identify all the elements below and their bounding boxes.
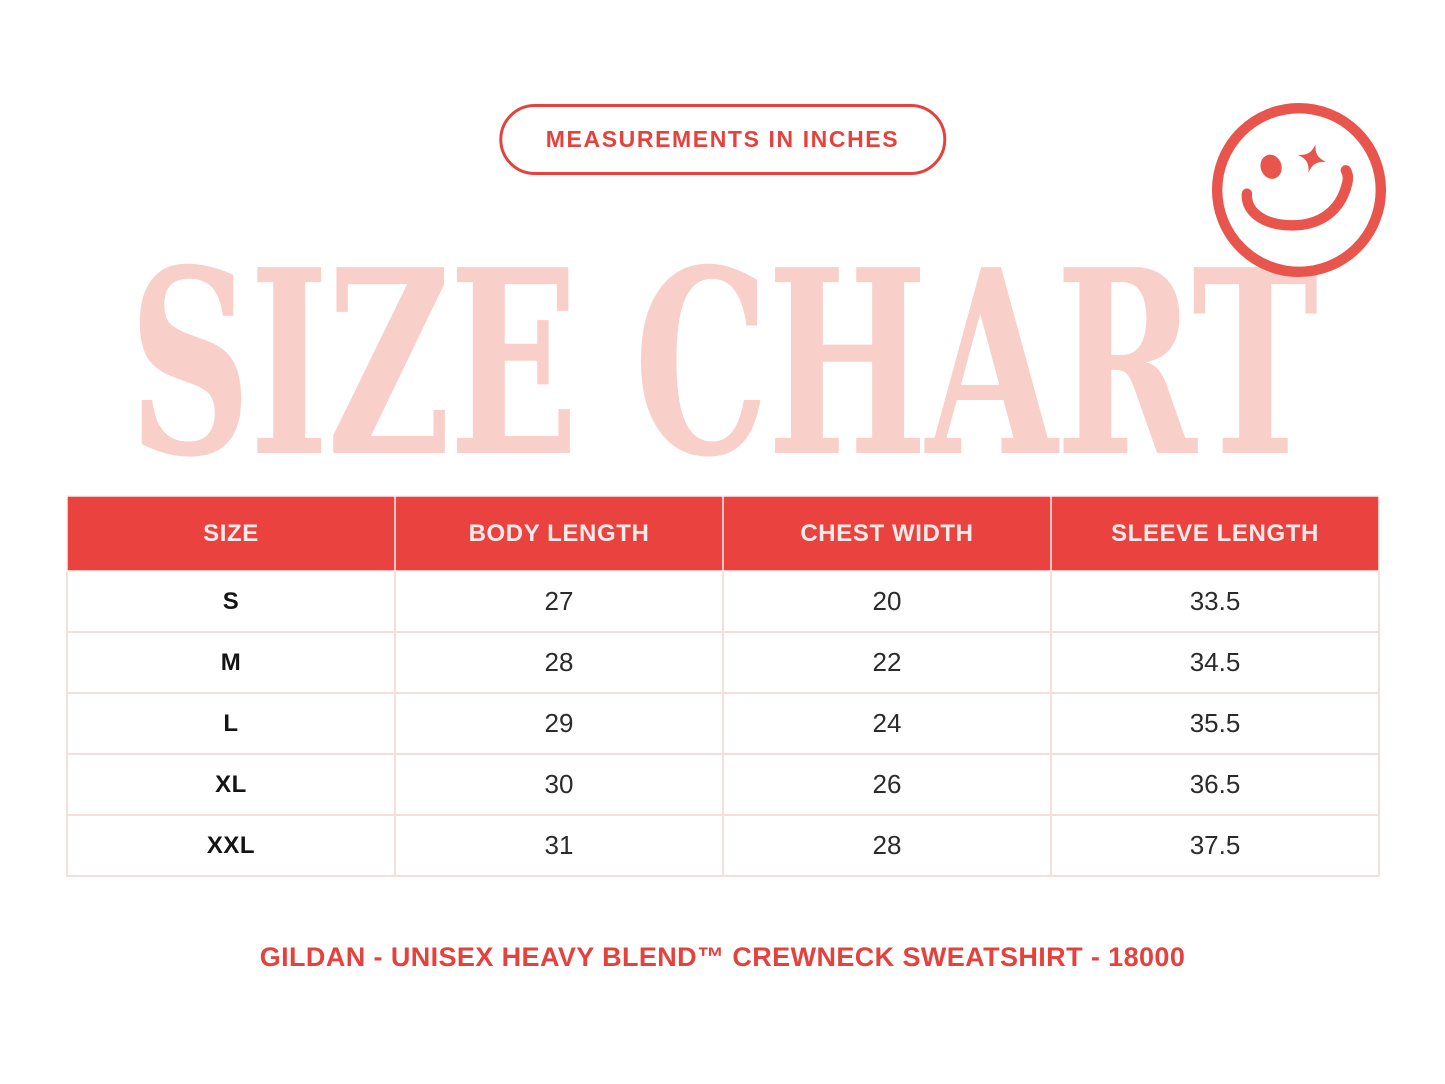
table-row-l: L 29 24 35.5 — [66, 692, 1380, 755]
product-name: GILDAN - UNISEX HEAVY BLEND™ CREWNECK SW… — [259, 942, 1186, 972]
size-label: XL — [66, 753, 396, 816]
smiley-face-outline — [1211, 102, 1387, 278]
size-chart-table: SIZE BODY LENGTH CHEST WIDTH SLEEVE LENG… — [66, 495, 1380, 877]
chest-width-value: 22 — [722, 631, 1052, 694]
body-length-value: 27 — [394, 570, 724, 633]
size-label: M — [66, 631, 396, 694]
chest-width-value: 28 — [722, 814, 1052, 877]
page-title: SIZE CHART — [128, 214, 1319, 515]
sleeve-length-value: 35.5 — [1050, 692, 1380, 755]
measurements-badge-label: MEASUREMENTS IN INCHES — [545, 126, 900, 152]
sleeve-length-value: 33.5 — [1050, 570, 1380, 633]
sleeve-length-value: 34.5 — [1050, 631, 1380, 694]
table-row-s: S 27 20 33.5 — [66, 570, 1380, 633]
chest-width-value: 20 — [722, 570, 1052, 633]
size-label: S — [66, 570, 396, 633]
column-header-body-length: BODY LENGTH — [394, 495, 724, 572]
body-length-value: 30 — [394, 753, 724, 816]
column-header-sleeve-length: SLEEVE LENGTH — [1050, 495, 1380, 572]
chest-width-value: 26 — [722, 753, 1052, 816]
sleeve-length-value: 37.5 — [1050, 814, 1380, 877]
body-length-value: 31 — [394, 814, 724, 877]
body-length-value: 28 — [394, 631, 724, 694]
table-row-xxl: XXL 31 28 37.5 — [66, 814, 1380, 877]
smiley-mouth — [1241, 165, 1354, 231]
sleeve-length-value: 36.5 — [1050, 753, 1380, 816]
size-label: L — [66, 692, 396, 755]
table-header: SIZE BODY LENGTH CHEST WIDTH SLEEVE LENG… — [66, 495, 1380, 572]
size-label: XXL — [66, 814, 396, 877]
table-body: S 27 20 33.5 M 28 22 34.5 L 29 24 35.5 X… — [66, 570, 1380, 877]
table-header-row: SIZE BODY LENGTH CHEST WIDTH SLEEVE LENG… — [66, 495, 1380, 572]
measurements-badge: MEASUREMENTS IN INCHES — [498, 104, 947, 175]
winking-smiley-icon — [1211, 102, 1387, 278]
column-header-chest-width: CHEST WIDTH — [722, 495, 1052, 572]
body-length-value: 29 — [394, 692, 724, 755]
chest-width-value: 24 — [722, 692, 1052, 755]
column-header-size: SIZE — [66, 495, 396, 572]
table-row-m: M 28 22 34.5 — [66, 631, 1380, 694]
smiley-left-eye — [1260, 154, 1282, 179]
table-row-xl: XL 30 26 36.5 — [66, 753, 1380, 816]
smiley-star-eye — [1297, 144, 1327, 173]
